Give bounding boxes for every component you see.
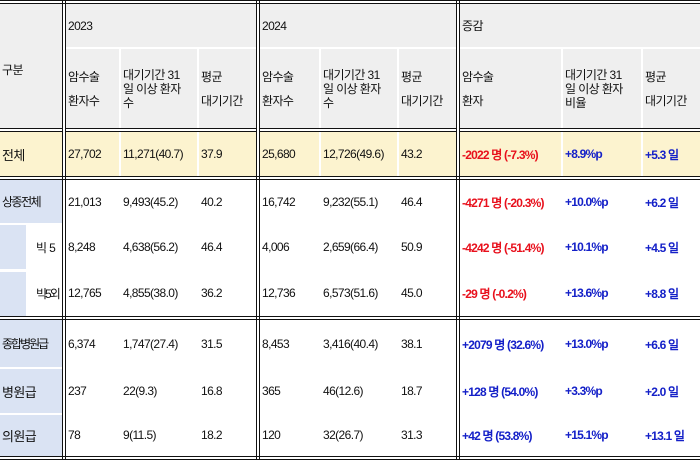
cell-change-ratio: +3.3%p — [561, 368, 643, 414]
cell-2024-patients: 4,006 — [256, 224, 321, 270]
cell-2024-patients: 120 — [256, 414, 321, 460]
table-row-non-big5: 빅5외 12,765 4,855(38.0) 36.2 12,736 6,573… — [0, 270, 700, 320]
year-2024-header: 2024 — [256, 0, 461, 48]
cell-2023-wait31: 9,493(45.2) — [119, 178, 198, 224]
indent-marker — [0, 225, 26, 268]
col-change-patients: 암수술 환자 — [456, 47, 563, 130]
row-label: 종합병원급 — [0, 318, 66, 369]
cell-2024-wait31: 2,659(66.4) — [319, 224, 399, 270]
cell-2023-wait31: 4,638(56.2) — [119, 224, 198, 270]
col-2024-patients: 암수술 환자수 — [256, 47, 321, 130]
cell-change-avg: +2.0 일 — [641, 368, 700, 414]
cell-change-ratio: +13.6%p — [561, 270, 643, 320]
cell-2024-avg: 18.7 — [397, 368, 461, 414]
col-change-avg-wait: 평균 대기기간 — [641, 47, 700, 130]
row-label-cell: 빅5외 — [0, 270, 66, 320]
header-row-years: 구분 2023 2024 증감 — [0, 0, 700, 130]
cell-change-avg: +13.1 일 — [641, 414, 700, 460]
cell-change-avg: +8.8 일 — [641, 270, 700, 320]
change-header: 증감 — [456, 0, 700, 48]
cell-2023-avg: 46.4 — [196, 224, 261, 270]
cell-2024-patients: 365 — [256, 368, 321, 414]
cell-2023-wait31: 4,855(38.0) — [119, 270, 198, 320]
col-change-wait31-ratio: 대기기간 31 일 이상 환자 비율 — [561, 47, 643, 130]
cell-2024-avg: 31.3 — [397, 414, 461, 460]
cell-change-ratio: +15.1%p — [561, 414, 643, 460]
col-2023-patients: 암수술 환자수 — [62, 47, 120, 130]
table-row-big5: 빅 5 8,248 4,638(56.2) 46.4 4,006 2,659(6… — [0, 224, 700, 271]
cell-2023-patients: 237 — [62, 368, 120, 414]
cell-change-avg: +5.3 일 — [641, 128, 700, 180]
row-label-cell: 빅 5 — [0, 224, 66, 271]
cell-2023-wait31: 1,747(27.4) — [119, 318, 198, 368]
table-row-clinic: 의원급 78 9(11.5) 18.2 120 32(26.7) 31.3 +4… — [0, 414, 700, 460]
cell-change-ratio: +10.0%p — [561, 178, 643, 224]
indent-marker — [0, 271, 26, 314]
col-2023-wait31: 대기기간 31 일 이상 환자 수 — [119, 47, 198, 130]
cell-2023-patients: 21,013 — [62, 178, 120, 224]
cell-change-patients: +128 명 (54.0%) — [456, 368, 563, 414]
cell-2024-patients: 12,736 — [256, 270, 321, 320]
cell-2024-avg: 46.4 — [397, 178, 461, 224]
row-label: 병원급 — [0, 368, 66, 415]
cell-2023-avg: 18.2 — [196, 414, 261, 460]
row-label: 전체 — [0, 128, 66, 180]
col-2023-avg-wait: 평균 대기기간 — [196, 47, 261, 130]
cell-2023-patients: 27,702 — [62, 128, 120, 180]
row-label: 빅 5 — [36, 240, 56, 255]
cell-2023-patients: 78 — [62, 414, 120, 460]
table-row-general-hospital: 종합병원급 6,374 1,747(27.4) 31.5 8,453 3,416… — [0, 318, 700, 369]
cell-2024-wait31: 3,416(40.4) — [319, 318, 399, 368]
table-row-tertiary-total: 상종전체 21,013 9,493(45.2) 40.2 16,742 9,23… — [0, 178, 700, 225]
col-2024-avg-wait: 평균 대기기간 — [397, 47, 461, 130]
cell-change-patients: -4242 명 (-51.4%) — [456, 224, 563, 270]
row-label: 의원급 — [0, 414, 66, 460]
col-2024-wait31: 대기기간 31 일 이상 환자 수 — [319, 47, 399, 130]
cell-change-ratio: +13.0%p — [561, 318, 643, 368]
cell-change-patients: +42 명 (53.8%) — [456, 414, 563, 460]
cell-2023-wait31: 11,271(40.7) — [119, 128, 198, 180]
table-row-hospital: 병원급 237 22(9.3) 16.8 365 46(12.6) 18.7 +… — [0, 368, 700, 415]
cell-2023-avg: 36.2 — [196, 270, 261, 320]
cell-2024-avg: 45.0 — [397, 270, 461, 320]
cell-2024-avg: 50.9 — [397, 224, 461, 270]
cell-2023-avg: 40.2 — [196, 178, 261, 224]
cell-2024-patients: 16,742 — [256, 178, 321, 224]
cell-2023-patients: 8,248 — [62, 224, 120, 270]
cell-change-patients: -29 명 (-0.2%) — [456, 270, 563, 320]
cell-2023-wait31: 9(11.5) — [119, 414, 198, 460]
cell-2024-wait31: 12,726(49.6) — [319, 128, 399, 180]
cell-2024-avg: 38.1 — [397, 318, 461, 368]
cell-2023-patients: 6,374 — [62, 318, 120, 368]
cell-change-patients: -4271 명 (-20.3%) — [456, 178, 563, 224]
cell-change-avg: +4.5 일 — [641, 224, 700, 270]
cell-change-ratio: +8.9%p — [561, 128, 643, 180]
row-label: 빅5외 — [36, 287, 60, 301]
cell-2023-patients: 12,765 — [62, 270, 120, 320]
cell-2024-patients: 25,680 — [256, 128, 321, 180]
cell-change-ratio: +10.1%p — [561, 224, 643, 270]
cell-2024-wait31: 32(26.7) — [319, 414, 399, 460]
cell-2023-avg: 37.9 — [196, 128, 261, 180]
table-row-total: 전체 27,702 11,271(40.7) 37.9 25,680 12,72… — [0, 128, 700, 180]
cell-2023-wait31: 22(9.3) — [119, 368, 198, 414]
cell-2023-avg: 16.8 — [196, 368, 261, 414]
year-2023-header: 2023 — [61, 0, 261, 48]
header-row-columns: 암수술 환자수 대기기간 31 일 이상 환자 수 평균 대기기간 암수술 환자수 대기기… — [0, 47, 700, 130]
cell-change-avg: +6.6 일 — [641, 318, 700, 368]
cell-2024-wait31: 6,573(51.6) — [319, 270, 399, 320]
cell-2024-patients: 8,453 — [256, 318, 321, 368]
cell-2024-wait31: 46(12.6) — [319, 368, 399, 414]
cell-2024-avg: 43.2 — [397, 128, 461, 180]
cell-change-avg: +6.2 일 — [641, 178, 700, 224]
row-label: 상종전체 — [0, 178, 66, 225]
cell-change-patients: +2079 명 (32.6%) — [456, 318, 563, 368]
cell-change-patients: -2022 명 (-7.3%) — [456, 128, 563, 180]
cell-2024-wait31: 9,232(55.1) — [319, 178, 399, 224]
category-header: 구분 — [0, 0, 66, 130]
cell-2023-avg: 31.5 — [196, 318, 261, 368]
